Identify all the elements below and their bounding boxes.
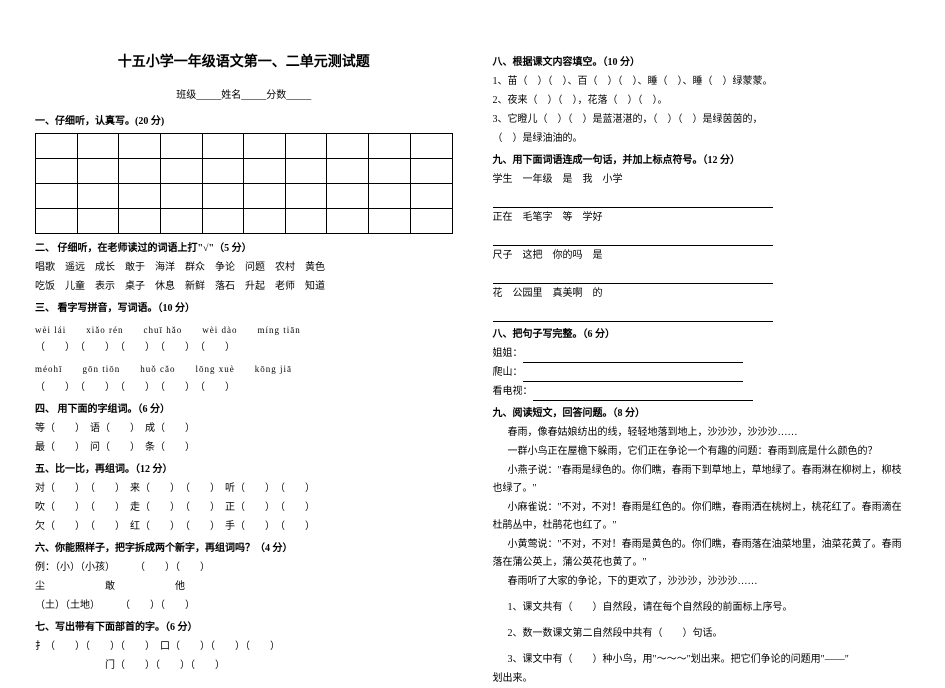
section-7-head: 七、写出带有下面部首的字。（6 分） <box>35 619 453 637</box>
s10-line-3: 看电视： <box>493 383 911 401</box>
blank-row-1: （ ） （ ） （ ） （ ） （ ） <box>35 339 453 357</box>
section-11-head: 九、阅读短文，回答问题。（8 分） <box>493 405 911 423</box>
section-3-head: 三、 看字写拼音，写词语。（10 分） <box>35 300 453 318</box>
s10-line-2: 爬山： <box>493 364 911 382</box>
section-6-head: 六、你能照样子，把字拆成两个新字，再组词吗？（4 分） <box>35 540 453 558</box>
table-row <box>36 184 453 209</box>
header-fields: 班级_____姓名_____分数_____ <box>35 87 453 105</box>
s8-line-1: 1、苗（ ）（ ）、百（ ）（ ）、睡（ ）、睡（ ）绿蒙蒙。 <box>493 73 911 91</box>
s7-line-1: 扌（ ）（ ）（ ） 口（ ）（ ）（ ） <box>35 638 453 656</box>
s9-line-2: 正在 毛笔字 等 学好 <box>493 209 911 227</box>
question-1: 1、课文共有（ ）自然段，请在每个自然段的前面标上序号。 <box>493 599 911 617</box>
section-5-head: 五、比一比，再组词。（12 分） <box>35 461 453 479</box>
s4-line-1: 等（ ） 语（ ） 成（ ） <box>35 420 453 438</box>
passage-p5: 小黄莺说："不对，不对！春雨是黄色的。你们瞧，春雨落在油菜地里，油菜花黄了。春雨… <box>493 536 911 572</box>
left-page: 十五小学一年级语文第一、二单元测试题 班级_____姓名_____分数_____… <box>15 20 473 649</box>
section-10-head: 八、把句子写完整。（6 分） <box>493 326 911 344</box>
s9-text-4: 花 公园里 真美啊 的 <box>493 288 603 299</box>
s7-line-2: 门（ ）（ ）（ ） <box>35 657 453 675</box>
passage-p6: 春雨听了大家的争论，下的更欢了，沙沙沙，沙沙沙…… <box>493 573 911 591</box>
s9-line-4: 花 公园里 真美啊 的 <box>493 285 911 303</box>
s9-line-3: 尺子 这把 你的吗 是 <box>493 247 911 265</box>
s9-line-1: 学生 一年级 是 我 小学 <box>493 171 911 189</box>
section-4-head: 四、 用下面的字组词。（6 分） <box>35 401 453 419</box>
table-row <box>36 134 453 159</box>
question-2: 2、数一数课文第二自然段中共有（ ）句话。 <box>493 625 911 643</box>
s9-text-3: 尺子 这把 你的吗 是 <box>493 250 603 261</box>
s10-label-3: 看电视： <box>493 386 533 397</box>
passage-p4: 小麻雀说："不对，不对！春雨是红色的。你们瞧，春雨洒在桃树上，桃花红了。春雨滴在… <box>493 499 911 535</box>
passage-p2: 一群小鸟正在屋檐下躲雨，它们正在争论一个有趣的问题：春雨到底是什么颜色的？ <box>493 443 911 461</box>
s9-blank-3 <box>493 266 911 284</box>
s5-line-3: 欠（ ） （ ） 红（ ） （ ） 手（ ） （ ） <box>35 518 453 536</box>
section-9-head: 九、用下面词语连成一句话，并加上标点符号。（12 分） <box>493 152 911 170</box>
s9-blank-4 <box>493 304 911 322</box>
s10-label-1: 姐姐： <box>493 348 523 359</box>
s8-line-2: 2、夜来（ ）（ ），花落（ ）（ ）。 <box>493 92 911 110</box>
table-row <box>36 209 453 234</box>
pinyin-row-2: méohī gōn tiōn huǒ cǎo lōng xuè kōng jiā <box>35 361 453 377</box>
s9-text-1: 学生 一年级 是 我 小学 <box>493 174 623 185</box>
s8-line-4: （ ）是绿油油的。 <box>493 130 911 148</box>
blank-row-2: （ ） （ ） （ ） （ ） （ ） <box>35 379 453 397</box>
section-1-head: 一、仔细听，认真写。(20 分) <box>35 113 453 131</box>
question-3b: 划出来。 <box>493 670 911 688</box>
s9-blank-2 <box>493 228 911 246</box>
s10-line-1: 姐姐： <box>493 345 911 363</box>
s4-line-2: 最（ ） 问（ ） 条（ ） <box>35 439 453 457</box>
passage-p1: 春雨，像春姑娘纺出的线，轻轻地落到地上，沙沙沙，沙沙沙…… <box>493 424 911 442</box>
s10-label-2: 爬山： <box>493 367 523 378</box>
s9-blank-1 <box>493 190 911 208</box>
passage-p3: 小燕子说："春雨是绿色的。你们瞧，春雨下到草地上，草地绿了。春雨淋在柳树上，柳枝… <box>493 462 911 498</box>
question-3a: 3、课文中有（ ）种小鸟，用"～～～"划出来。把它们争论的问题用"——" <box>493 651 911 669</box>
right-page: 八、根据课文内容填空。（10 分） 1、苗（ ）（ ）、百（ ）（ ）、睡（ ）… <box>473 20 931 649</box>
answer-grid <box>35 133 453 234</box>
table-row <box>36 159 453 184</box>
word-list-1: 唱歌 遥远 成长 敢于 海洋 群众 争论 问题 农村 黄色 <box>35 259 453 277</box>
s9-text-2: 正在 毛笔字 等 学好 <box>493 212 603 223</box>
s6-line-3: （土）（土地） （ ）（ ） <box>35 597 453 615</box>
word-list-2: 吃饭 儿童 表示 桌子 休息 新鲜 落石 升起 老师 知道 <box>35 278 453 296</box>
section-2-head: 二、 仔细听，在老师读过的词语上打"√"（5 分） <box>35 240 453 258</box>
exam-title: 十五小学一年级语文第一、二单元测试题 <box>35 50 453 75</box>
s6-line-2: 尘 敢 他 <box>35 578 453 596</box>
pinyin-row-1: wèi lái xiǎo rén chuī hǎo wèi dào míng t… <box>35 322 453 338</box>
s8-line-3: 3、它瞪儿（ ）（ ）是蓝湛湛的，（ ）（ ）是绿茵茵的， <box>493 111 911 129</box>
section-8-head: 八、根据课文内容填空。（10 分） <box>493 54 911 72</box>
s5-line-1: 对（ ） （ ） 来（ ） （ ） 听（ ） （ ） <box>35 480 453 498</box>
s5-line-2: 吹（ ） （ ） 走（ ） （ ） 正（ ） （ ） <box>35 499 453 517</box>
s6-line-1: 例：（小）（小孩） （ ）（ ） <box>35 559 453 577</box>
